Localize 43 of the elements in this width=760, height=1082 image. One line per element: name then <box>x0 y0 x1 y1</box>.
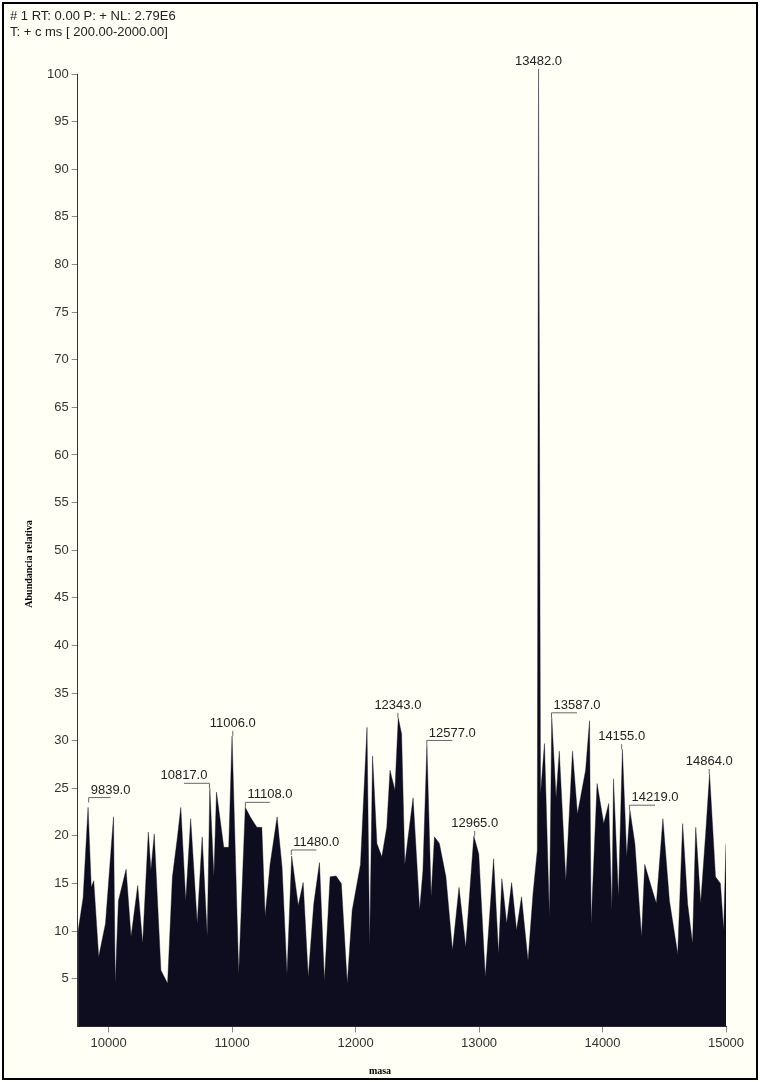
annotation: 11480.0 <box>293 834 340 850</box>
y-tick-label: 85 <box>54 208 69 224</box>
annotation: 9839.0 <box>90 781 131 797</box>
annotation: 12965.0 <box>451 815 499 830</box>
annotation: 13587.0 <box>553 696 601 712</box>
y-tick-label: 25 <box>54 779 69 795</box>
y-tick-label: 45 <box>54 589 69 605</box>
y-tick-label: 20 <box>54 827 69 843</box>
annotation: 13482.0 <box>515 53 563 69</box>
y-axis-title: Abundancia relativa <box>22 520 34 608</box>
annotation: 14155.0 <box>598 728 646 744</box>
y-tick-label: 55 <box>54 494 69 510</box>
x-tick-label: 15000 <box>707 1034 745 1050</box>
x-axis-title: masa <box>367 1065 393 1076</box>
annotation: 11108.0 <box>247 786 293 802</box>
text: # 1 RT: 0.00 P: + NL: 2.79E6 <box>10 8 176 24</box>
y-tick-label: 90 <box>54 160 69 176</box>
y-tick-label: 75 <box>54 303 69 319</box>
y-tick-label: 40 <box>54 637 69 653</box>
y-tick-label: 15 <box>54 875 69 891</box>
y-tick-label: 10 <box>54 922 69 938</box>
y-tick-label: 100 <box>46 65 69 81</box>
text: T: + c ms [ 200.00-2000.00] <box>10 24 169 40</box>
annotation: 14864.0 <box>685 753 733 769</box>
y-tick-label: 70 <box>54 351 69 367</box>
annotation: 10817.0 <box>160 767 208 783</box>
y-tick-label: 50 <box>54 541 69 557</box>
y-tick-label: 35 <box>54 684 69 700</box>
y-tick-label: 30 <box>54 732 69 748</box>
annotation: 11006.0 <box>209 715 256 730</box>
annotation: 14219.0 <box>631 789 679 805</box>
x-tick-label: 11000 <box>214 1034 250 1050</box>
annotation: 12577.0 <box>428 724 476 740</box>
y-tick-label: 65 <box>54 398 69 414</box>
y-tick-label: 5 <box>61 970 69 986</box>
y-tick-label: 60 <box>54 446 69 462</box>
x-tick-label: 14000 <box>584 1034 621 1050</box>
annotation: 12343.0 <box>374 696 422 712</box>
x-tick-label: 10000 <box>90 1034 127 1050</box>
x-tick-label: 13000 <box>460 1034 498 1050</box>
y-tick-label: 80 <box>54 256 69 272</box>
y-tick-label: 95 <box>54 113 69 129</box>
x-tick-label: 12000 <box>337 1034 374 1050</box>
